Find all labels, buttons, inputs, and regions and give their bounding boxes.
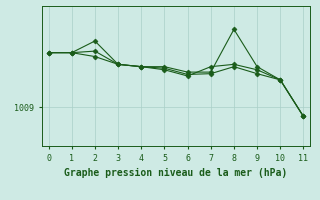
X-axis label: Graphe pression niveau de la mer (hPa): Graphe pression niveau de la mer (hPa) [64,168,288,178]
